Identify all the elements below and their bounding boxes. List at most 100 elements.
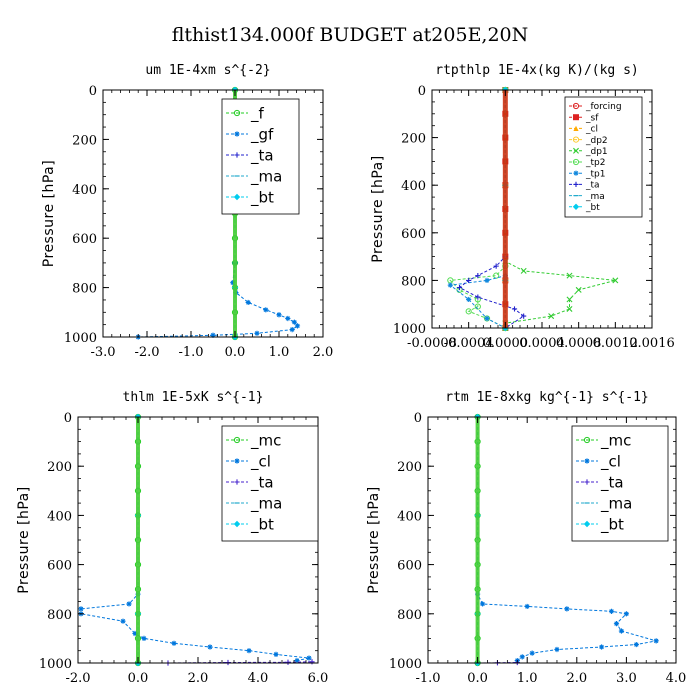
chart-3: thlm 1E-5xK s^{-1} 0 200 400 600 800 1000-2.0 0… [16,390,328,686]
legend-label: _dp1 [585,147,608,157]
data-point [230,280,236,286]
x-tick-label: 0.0016 [629,336,675,351]
legend-label: _ta [250,146,274,165]
data-point [291,319,297,325]
x-tick-label: 0.0012 [593,336,639,351]
data-point [289,326,295,333]
y-tick-label: 0 [89,84,97,99]
data-point [306,655,312,661]
y-tick-label: 200 [401,132,426,147]
data-point [548,313,555,320]
legend-label: _ta [250,473,274,492]
y-tick-label: 1000 [393,322,426,337]
data-point [120,618,126,624]
legend-label: _ta [585,181,600,191]
data-point [285,659,291,665]
data-point [633,641,639,648]
x-tick-label: 0.0008 [556,336,602,351]
legend-label: _dp2 [585,136,608,146]
y-tick-label: 800 [401,274,426,289]
legend-marker [572,158,580,166]
data-point [493,263,499,269]
data-point [608,608,615,614]
x-tick-label: 4.0 [666,671,687,686]
x-tick-label: 1.0 [269,345,290,360]
x-tick-label: -3.0 [90,345,115,360]
data-point [132,630,138,637]
legend-marker [233,193,241,201]
y-tick-label: 600 [401,227,426,242]
legend-label: _tp1 [585,169,605,179]
data-point [254,330,260,336]
y-tick-label: 400 [397,509,422,524]
x-tick-label: 4.0 [248,671,269,686]
data-point [273,651,279,657]
data-point [447,282,453,288]
data-point [521,313,527,319]
chart-2: rtpthlp 1E-4x(kg K)/(kg s) 0 200 400 600 800 1… [370,63,675,351]
legend-label: _ma [250,494,282,513]
chart-title: rtpthlp 1E-4x(kg K)/(kg s) [435,63,639,78]
x-tick-label: 3.0 [616,671,637,686]
legend-label: _mc [250,431,281,450]
x-tick-label: 0.0000 [483,336,529,351]
legend-marker [234,479,240,485]
legend-marker [583,436,591,444]
y-tick-label: 800 [397,608,422,623]
legend-label: _cl [585,125,598,135]
data-point [466,277,472,283]
data-point [466,296,472,303]
chart-title: um 1E-4xm s^{-2} [145,63,270,78]
legend-marker [572,203,580,210]
data-point [294,657,300,664]
y-axis-label: Pressure [hPa] [16,486,32,593]
legend-marker [573,181,579,187]
figure-title: flthist134.000f BUDGET at205E,20N [172,24,529,46]
x-tick-label: 2.0 [566,671,587,686]
data-point [623,611,629,617]
x-tick-label: -0.0008 [407,336,457,351]
legend: _f _gf _ta _ma _bt [221,98,300,215]
x-tick-label: 2.0 [188,671,209,686]
legend-marker [572,136,580,143]
data-point [285,315,291,322]
y-tick-label: 1000 [39,657,72,672]
legend-label: _f [250,104,265,123]
legend-marker [573,114,580,121]
legend-marker [233,520,241,528]
x-tick-label: 0.0 [128,671,149,686]
y-tick-label: 400 [47,509,72,524]
x-tick-label: -1.0 [178,345,203,360]
data-point [612,277,619,284]
y-axis-label: Pressure [hPa] [366,486,382,593]
y-tick-label: 400 [401,179,426,194]
y-tick-label: 600 [397,559,422,574]
y-tick-label: 200 [72,133,97,148]
data-point [566,296,573,303]
legend: _mc _cl _ta _ma _bt [221,425,319,542]
data-point [519,654,525,660]
chart-1: um 1E-4xm s^{-2} 0 200 400 600 800 1000-3.0 -2.… [41,63,333,360]
data-point [524,603,530,610]
x-tick-label: 0.0004 [519,336,565,351]
series-line [458,90,525,329]
legend-marker [233,109,241,117]
data-point [294,323,301,329]
legend-label: _ma [600,494,632,513]
series-line [477,417,657,661]
data-point [613,621,620,627]
data-point [575,286,582,293]
data-point [456,284,463,291]
legend-label: _sf [585,113,599,123]
y-axis-label: Pressure [hPa] [41,160,57,267]
data-point [484,315,490,322]
legend-label: _ma [250,167,282,186]
legend: _mc _cl _ta _ma _bt [571,425,669,542]
data-point [479,601,486,607]
data-point [529,650,535,656]
y-tick-label: 1000 [389,657,422,672]
legend-marker [234,131,240,137]
legend-marker [584,479,590,485]
data-point [207,644,213,650]
y-tick-label: 200 [47,460,72,475]
